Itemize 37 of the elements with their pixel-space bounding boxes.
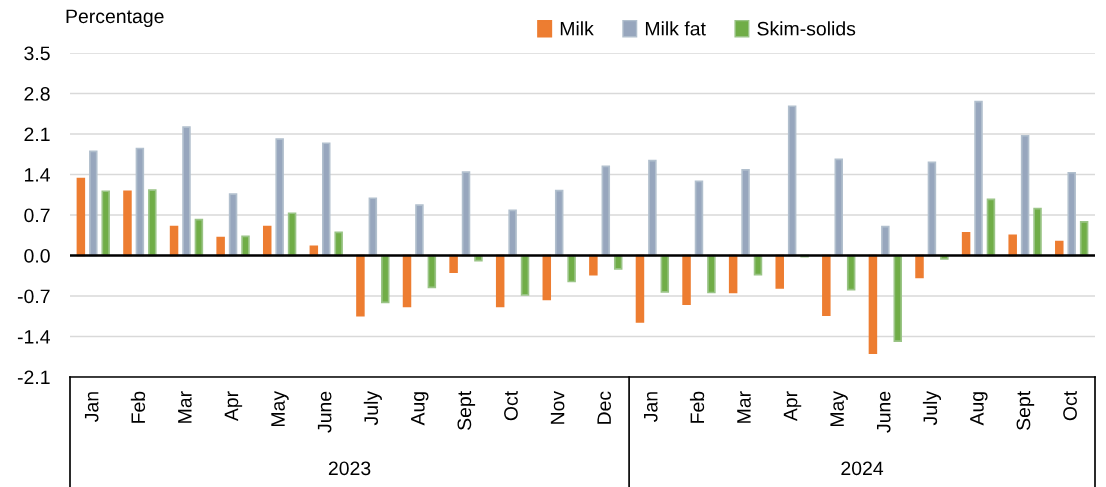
x-tick-label: Apr <box>783 391 802 422</box>
x-tick-label: May <box>830 390 848 427</box>
y-tick-label: 0.7 <box>24 208 50 223</box>
legend-label: Milk <box>560 21 594 36</box>
y-tick-label: -1.4 <box>17 330 50 344</box>
y-tick-label: -0.7 <box>17 289 50 304</box>
x-tick-label: Sept <box>1016 391 1035 430</box>
text: 2023 <box>328 461 371 476</box>
legend-label: Milk fat <box>645 21 706 36</box>
x-tick-label: Aug <box>411 392 429 426</box>
y-tick-label: 0.0 <box>24 248 50 263</box>
text: 2024 <box>841 461 884 476</box>
x-tick-label: Apr <box>224 391 243 422</box>
y-tick-label: -2.1 <box>17 370 50 385</box>
x-tick-label: Nov <box>550 390 565 424</box>
x-tick-label: Feb <box>689 391 705 423</box>
x-tick-label: July <box>363 390 382 426</box>
x-tick-label: July <box>922 390 941 426</box>
x-tick-label: Dec <box>597 391 612 424</box>
y-tick-label: 2.1 <box>24 127 50 142</box>
x-tick-label: May <box>271 390 289 427</box>
x-tick-label: Oct <box>504 391 518 421</box>
x-tick-label: Feb <box>130 391 146 423</box>
x-tick-label: Aug <box>970 392 988 426</box>
y-tick-label: 3.5 <box>24 46 50 61</box>
y-tick-label: 2.8 <box>24 86 50 101</box>
x-tick-label: June <box>876 391 891 433</box>
x-tick-label: Mar <box>178 391 192 423</box>
x-tick-label: Mar <box>737 391 751 423</box>
x-tick-label: Jan <box>84 392 99 422</box>
y-axis-title: Percentage <box>66 9 164 28</box>
x-tick-label: Oct <box>1063 391 1077 421</box>
x-tick-label: Sept <box>457 391 476 430</box>
x-tick-label: June <box>317 391 332 433</box>
y-tick-label: 1.4 <box>25 168 50 182</box>
legend-label: Skim-solids <box>757 21 856 36</box>
x-tick-label: Jan <box>644 392 658 422</box>
